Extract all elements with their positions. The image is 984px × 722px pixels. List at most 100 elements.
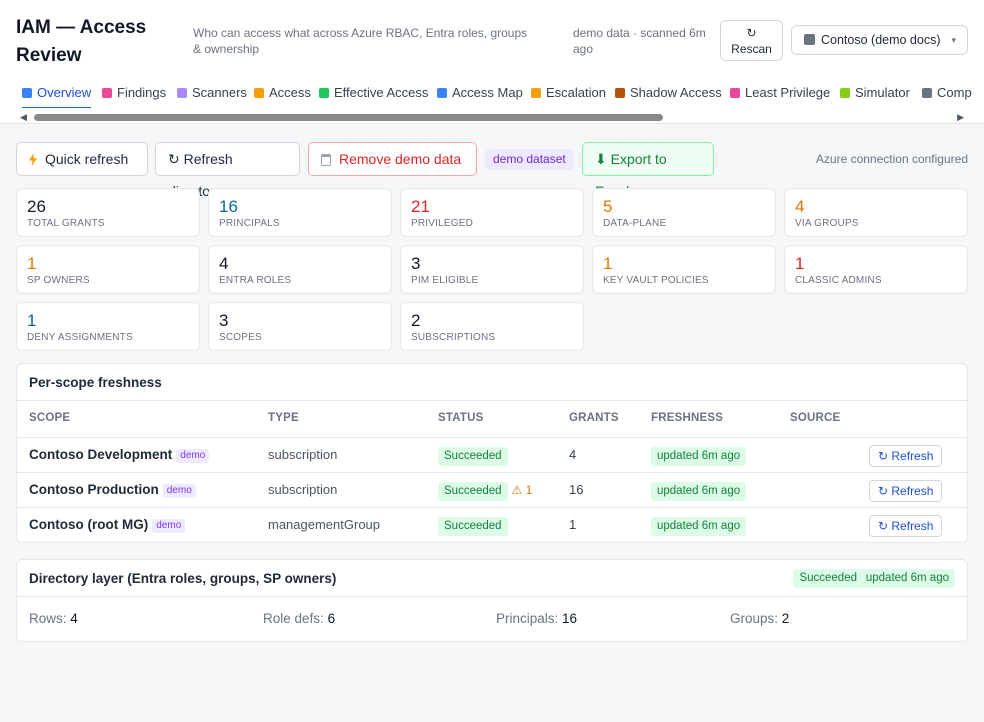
stat-label: PRIVILEGED: [411, 218, 474, 229]
chevron-down-icon: ▾: [951, 35, 956, 45]
tab-effective-access[interactable]: Effective Access: [319, 84, 428, 108]
stat-value: 1: [27, 254, 37, 273]
freshness-badge: updated 6m ago: [651, 482, 747, 501]
remove-demo-button[interactable]: Remove demo data: [308, 142, 477, 176]
scope-cell: Contoso Development demo: [29, 438, 210, 472]
status-badge: Succeeded: [438, 447, 508, 466]
refresh-icon: ↻: [168, 151, 180, 167]
scope-name: Contoso Production: [29, 482, 159, 497]
stat-card: 5 DATA-PLANE: [592, 188, 776, 237]
sparkle-icon: [319, 88, 329, 98]
stat-card: 1 DENY ASSIGNMENTS: [16, 302, 200, 351]
stat-label: SP OWNERS: [27, 275, 90, 286]
stat-value: 21: [411, 197, 430, 216]
stat-card: 16 PRINCIPALS: [208, 188, 392, 237]
grants-cell: 16: [569, 482, 584, 497]
status-cell: Succeeded ⚠ 1: [438, 473, 532, 507]
divider: [17, 596, 967, 597]
scope-name: Contoso (root MG): [29, 517, 149, 532]
status-cell: Succeeded: [438, 508, 512, 542]
door-icon: [615, 88, 625, 98]
stat-label: PRINCIPALS: [219, 218, 280, 229]
status-badge: Succeeded: [438, 482, 508, 501]
scope-name: Contoso Development: [29, 447, 173, 462]
status-badge: Succeeded: [438, 517, 508, 536]
stat-card: 2 SUBSCRIPTIONS: [400, 302, 584, 351]
col-header-type: TYPE: [268, 412, 299, 424]
col-header-grants: GRANTS: [569, 412, 619, 424]
refresh-scope-button[interactable]: ↻ Refresh: [869, 480, 943, 502]
freshness-cell: updated 6m ago: [651, 508, 747, 542]
tab-simulator[interactable]: Simulator: [840, 84, 910, 108]
divider: [17, 400, 967, 401]
stat-label: SUBSCRIPTIONS: [411, 332, 496, 343]
freshness-badge: updated 6m ago: [651, 517, 747, 536]
flask-icon: [102, 88, 112, 98]
stat-value: 4: [795, 197, 805, 216]
refresh-icon: ↻: [746, 26, 757, 40]
stat-card: 21 PRIVILEGED: [400, 188, 584, 237]
directory-status: Succeeded: [793, 569, 863, 588]
tenant-select[interactable]: Contoso (demo docs) ▾: [791, 25, 968, 55]
rescan-button[interactable]: ↻ Rescan: [720, 20, 783, 61]
connection-status: Azure connection configured: [815, 152, 968, 166]
tab-scrollbar[interactable]: ◀ ▶: [16, 111, 968, 123]
tab-findings[interactable]: Findings: [102, 84, 166, 108]
refresh-scope-button[interactable]: ↻ Refresh: [869, 515, 943, 537]
rescan-label: Rescan: [731, 42, 772, 56]
stat-card: 1 SP OWNERS: [16, 245, 200, 294]
warning-badge: ⚠ 1: [511, 483, 533, 497]
chart-icon: [22, 88, 32, 98]
stat-label: ENTRA ROLES: [219, 275, 292, 286]
tab-access-map[interactable]: Access Map: [437, 84, 523, 108]
stat-value: 1: [27, 311, 37, 330]
freshness-title: Per-scope freshness: [29, 375, 162, 390]
tenant-select-value: Contoso (demo docs): [821, 33, 941, 47]
directory-title: Directory layer (Entra roles, groups, SP…: [29, 571, 337, 586]
stat-card: 1 KEY VAULT POLICIES: [592, 245, 776, 294]
scroll-left-icon[interactable]: ◀: [20, 112, 27, 122]
demo-tag: demo: [152, 519, 186, 533]
stat-label: KEY VAULT POLICIES: [603, 275, 709, 286]
refresh-directory-button[interactable]: ↻ Refresh directory: [155, 142, 300, 199]
tab-least-privilege[interactable]: Least Privilege: [730, 84, 830, 108]
directory-freshness: updated 6m ago: [859, 569, 955, 588]
scope-cell: Contoso Production demo: [29, 473, 196, 507]
directory-principals: Principals: 16: [496, 611, 578, 626]
stat-value: 4: [219, 254, 229, 273]
stat-value: 16: [219, 197, 238, 216]
quick-refresh-button[interactable]: Quick refresh: [16, 142, 148, 176]
page-subtitle: Who can access what across Azure RBAC, E…: [193, 26, 528, 56]
tab-escalation[interactable]: Escalation: [531, 84, 606, 108]
stat-label: DATA-PLANE: [603, 218, 667, 229]
stat-value: 5: [603, 197, 613, 216]
grants-cell: 1: [569, 517, 577, 532]
directory-panel: Directory layer (Entra roles, groups, SP…: [16, 559, 968, 642]
stat-value: 2: [411, 311, 421, 330]
scroll-right-icon[interactable]: ▶: [957, 112, 964, 122]
scrollbar-thumb[interactable]: [34, 114, 663, 121]
export-excel-button[interactable]: ⬇ Export to Excel: [582, 142, 714, 199]
tab-overview[interactable]: Overview: [22, 84, 92, 108]
stat-value: 3: [411, 254, 421, 273]
table-row: Contoso Production demo subscription Succee…: [17, 472, 967, 507]
table-row: Contoso (root MG) demo managementGroup Succ…: [17, 507, 967, 542]
stat-label: PIM ELIGIBLE: [411, 275, 479, 286]
stat-label: SCOPES: [219, 332, 262, 343]
tab-shadow-access[interactable]: Shadow Access: [615, 84, 722, 108]
refresh-scope-button[interactable]: ↻ Refresh: [869, 445, 943, 467]
stat-value: 1: [795, 254, 805, 273]
demo-tag: demo: [176, 449, 210, 463]
directory-rows: Rows: 4: [29, 611, 78, 626]
tab-access[interactable]: Access: [254, 84, 311, 108]
demo-tag: demo: [162, 484, 196, 498]
col-header-source: SOURCE: [790, 412, 841, 424]
tab-comp[interactable]: Comp: [922, 84, 972, 108]
tab-scanners[interactable]: Scanners: [177, 84, 247, 108]
stat-value: 3: [219, 311, 229, 330]
stat-value: 26: [27, 197, 46, 216]
stat-label: DENY ASSIGNMENTS: [27, 332, 133, 343]
stat-card: 3 SCOPES: [208, 302, 392, 351]
col-header-freshness: FRESHNESS: [651, 412, 724, 424]
status-cell: Succeeded: [438, 438, 512, 472]
